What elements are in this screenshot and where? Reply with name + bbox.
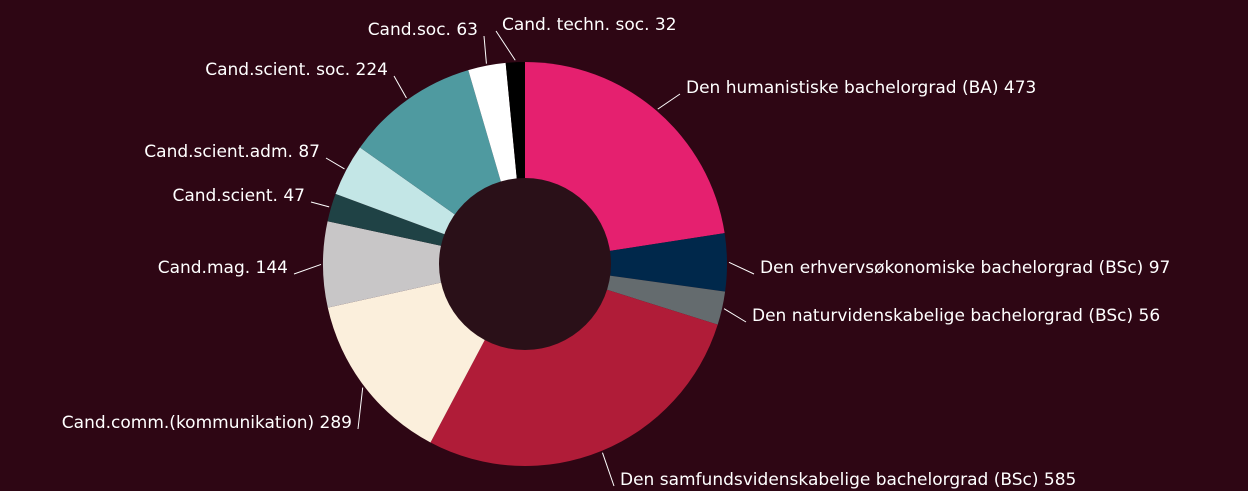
label-value: 473 [1004,78,1036,98]
label-value: 32 [655,15,677,35]
slice-label: Cand.soc. 63 [368,20,478,40]
donut-hole [439,178,611,350]
leader-line [310,201,330,208]
label-name: Cand.scient. soc. [205,60,350,80]
label-value: 289 [320,413,352,433]
leader-line [293,263,322,275]
label-name: Den samfundsvidenskabelige bachelorgrad … [620,470,1038,490]
label-name: Cand.mag. [158,258,250,278]
slice-label: Cand.mag. 144 [158,258,288,278]
slice-label: Den erhvervsøkonomiske bachelorgrad (BSc… [760,258,1170,278]
label-value: 56 [1139,306,1161,326]
slice-label: Cand.comm.(kommunikation) 289 [62,413,352,433]
leader-line [601,452,615,487]
label-value: 97 [1149,258,1171,278]
label-value: 47 [283,186,305,206]
leader-line [657,93,681,110]
slice-label: Den naturvidenskabelige bachelorgrad (BS… [752,306,1160,326]
leader-line [495,30,516,61]
slice-label: Cand.scient.adm. 87 [144,142,320,162]
label-name: Den naturvidenskabelige bachelorgrad (BS… [752,306,1133,326]
slice-label: Cand.scient. soc. 224 [205,60,388,80]
label-value: 63 [456,20,478,40]
label-value: 87 [298,142,320,162]
label-name: Den humanistiske bachelorgrad (BA) [686,78,999,98]
leader-line [483,35,487,64]
leader-line [728,261,755,275]
label-name: Den erhvervsøkonomiske bachelorgrad (BSc… [760,258,1143,278]
leader-line [393,75,407,99]
leader-line [325,157,345,170]
leader-line [357,387,364,430]
slice-label: Cand. techn. soc. 32 [502,15,677,35]
label-name: Cand. techn. soc. [502,15,650,35]
leader-line [723,308,747,323]
donut-slice [525,233,727,292]
label-name: Cand.comm.(kommunikation) [62,413,314,433]
label-name: Cand.scient.adm. [144,142,293,162]
label-name: Cand.soc. [368,20,451,40]
slice-label: Den samfundsvidenskabelige bachelorgrad … [620,470,1076,490]
label-value: 585 [1044,470,1076,490]
label-value: 144 [256,258,288,278]
label-name: Cand.scient. [172,186,278,206]
slice-label: Den humanistiske bachelorgrad (BA) 473 [686,78,1036,98]
slice-label: Cand.scient. 47 [172,186,305,206]
donut-slice [323,221,525,308]
label-value: 224 [356,60,388,80]
